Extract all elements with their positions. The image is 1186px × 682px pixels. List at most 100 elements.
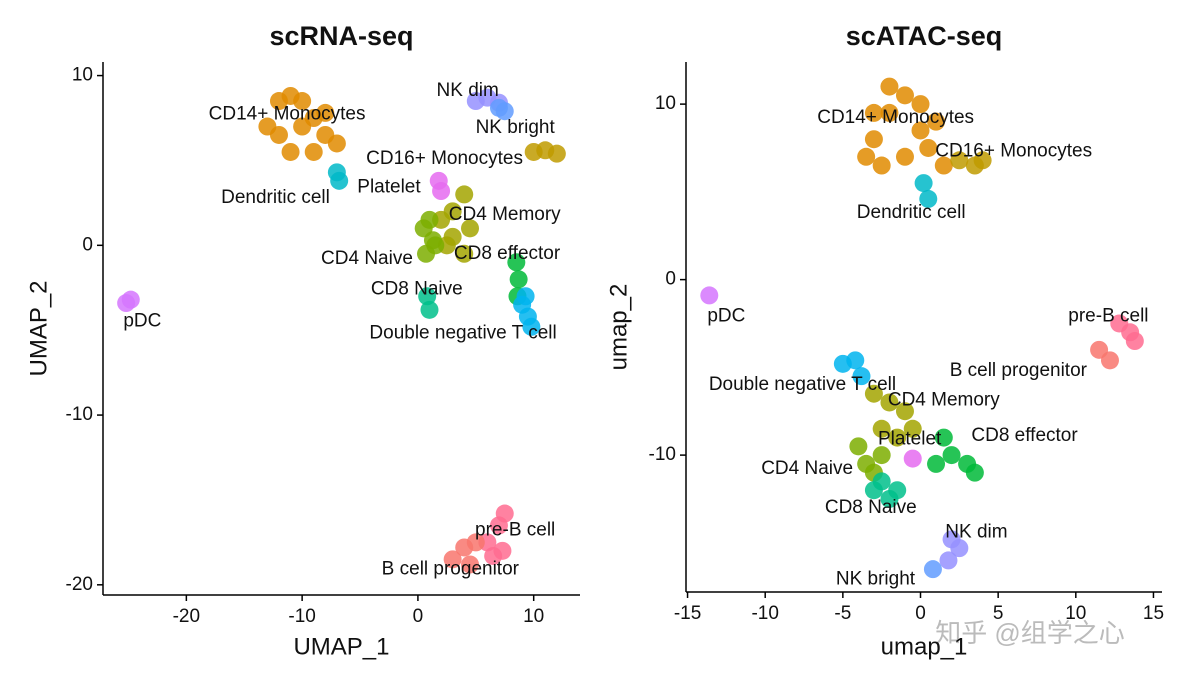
cell-cluster-point [293,92,312,111]
cell-cluster-point [461,555,480,574]
cluster-label: CD16+ Monocytes [935,141,1092,162]
cell-cluster-point [950,539,969,558]
watermark: 知乎 @组学之心 [935,618,1125,648]
cell-cluster-point [423,231,442,250]
cell-cluster-point [495,504,514,523]
cell-cluster-point [895,147,914,166]
cluster-label: CD4 Memory [888,390,1000,411]
cell-cluster-point [872,446,891,465]
cell-cluster-point [418,287,437,306]
cluster-label: Double negative T cell [369,323,556,344]
y-tick-label: 10 [655,93,676,114]
cluster-label: pDC [123,311,161,332]
cluster-label: Dendritic cell [857,202,966,223]
cluster-label: Platelet [878,428,942,449]
cluster-label: CD16+ Monocytes [366,148,523,169]
cluster-label: CD4 Naive [761,458,853,479]
cell-cluster-point [304,142,323,161]
cluster-label: CD8 effector [454,243,561,264]
cluster-label: B cell progenitor [950,360,1088,381]
cell-cluster-point [903,419,922,438]
cell-cluster-point [852,367,871,386]
cell-cluster-point [507,253,526,272]
x-axis-label: umap_1 [881,633,968,660]
cell-cluster-point [880,103,899,122]
y-tick-label: 0 [82,234,93,255]
cell-cluster-point [880,77,899,96]
cell-cluster-point [495,102,514,121]
cluster-label: B cell progenitor [382,559,520,580]
cell-cluster-point [927,454,946,473]
cluster-label: Dendritic cell [221,187,330,208]
x-axis-label: UMAP_1 [293,633,389,660]
cell-cluster-point [516,287,535,306]
cell-cluster-point [903,449,922,468]
cell-cluster-point [872,156,891,175]
y-tick-label: -10 [649,444,676,465]
cluster-label: CD4 Memory [449,204,561,225]
cell-cluster-point [919,189,938,208]
y-tick-label: -20 [66,574,93,595]
y-tick-label: -10 [66,404,93,425]
cell-cluster-point [864,130,883,149]
x-tick-label: 10 [523,606,544,627]
cell-cluster-point [895,86,914,105]
cell-cluster-point [455,185,474,204]
cell-cluster-point [522,317,541,336]
cluster-label: pDC [707,305,745,326]
cell-cluster-point [973,151,992,170]
cell-cluster-point [417,244,436,263]
cluster-label: Platelet [357,177,421,198]
y-tick-label: 0 [665,269,676,290]
cluster-label: NK bright [836,569,916,590]
cell-cluster-point [547,144,566,163]
cell-cluster-point [330,171,349,190]
cell-cluster-point [316,103,335,122]
cell-cluster-point [864,103,883,122]
cell-cluster-point [466,533,485,552]
cell-cluster-point [914,174,933,193]
cell-cluster-point [934,428,953,447]
cell-cluster-point [443,202,462,221]
cell-cluster-point [455,244,474,263]
cell-cluster-point [934,156,953,175]
cell-cluster-point [420,300,439,319]
cell-cluster-point [864,384,883,403]
y-axis-label: UMAP_2 [25,280,52,376]
chart-title: scATAC-seq [846,21,1003,51]
cluster-label: NK dim [437,80,499,101]
x-tick-label: -10 [288,606,315,627]
cell-cluster-point [484,546,503,565]
cell-cluster-point [293,117,312,136]
chart-title: scRNA-seq [269,21,413,51]
cluster-label: NK dim [945,521,1007,542]
cell-cluster-point [700,286,719,305]
cluster-label: Double negative T cell [709,374,896,395]
cell-cluster-point [942,446,961,465]
cell-cluster-point [919,138,938,157]
cell-cluster-point [857,147,876,166]
cluster-label: CD14+ Monocytes [817,107,974,128]
x-tick-label: -10 [751,603,778,624]
cell-cluster-point [846,351,865,370]
x-tick-label: -20 [173,606,200,627]
cluster-label: CD4 Naive [321,248,413,269]
cell-cluster-point [888,428,907,447]
x-tick-label: 15 [1143,603,1164,624]
cell-cluster-point [461,219,480,238]
cluster-label: CD8 Naive [371,278,463,299]
x-tick-label: 5 [993,603,1004,624]
cell-cluster-point [443,550,462,569]
y-tick-label: 10 [72,65,93,86]
cell-cluster-point [880,489,899,508]
cell-cluster-point [121,290,140,309]
cell-cluster-point [895,402,914,421]
cell-cluster-point [872,419,891,438]
cell-cluster-point [269,125,288,144]
cluster-label: pre-B cell [475,520,555,541]
cell-cluster-point [911,95,930,114]
cell-cluster-point [1100,351,1119,370]
cell-cluster-point [939,551,958,570]
